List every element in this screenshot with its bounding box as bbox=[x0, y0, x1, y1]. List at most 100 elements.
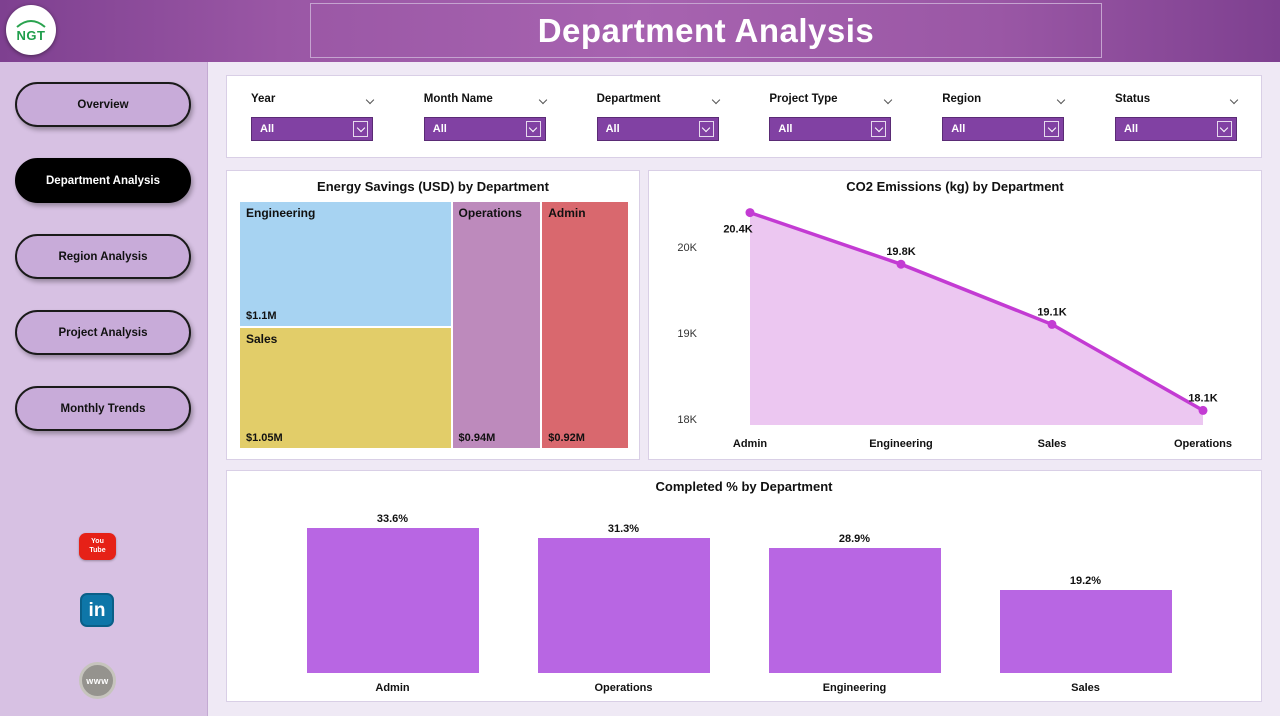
filter-year: Year All bbox=[251, 90, 375, 157]
filter-dropdown[interactable]: All bbox=[942, 117, 1065, 141]
bar-group-admin: 33.6% bbox=[277, 509, 508, 673]
youtube-label: You Tube bbox=[89, 538, 106, 554]
treemap-title: Energy Savings (USD) by Department bbox=[317, 179, 549, 194]
co2-emissions-panel: CO2 Emissions (kg) by Department 20K 19K 1… bbox=[648, 170, 1262, 460]
sidebar-item-project-analysis[interactable]: Project Analysis bbox=[15, 310, 191, 355]
chevron-down-icon[interactable] bbox=[1229, 90, 1239, 108]
filter-selected-value: All bbox=[778, 123, 793, 135]
chevron-down-icon bbox=[1216, 121, 1232, 137]
bar-group-engineering: 28.9% bbox=[739, 509, 970, 673]
page-title: Department Analysis bbox=[537, 11, 875, 49]
chevron-down-icon[interactable] bbox=[365, 90, 375, 108]
y-axis-tick-label: 18K bbox=[677, 414, 697, 426]
header: NGT Department Analysis bbox=[0, 0, 1280, 62]
filter-selected-value: All bbox=[605, 123, 620, 135]
co2-chart-title: CO2 Emissions (kg) by Department bbox=[846, 179, 1064, 194]
treemap-tile-sales[interactable]: Sales $1.05M bbox=[239, 327, 452, 449]
x-axis-label: Operations bbox=[1174, 438, 1232, 450]
bar-value-label: 33.6% bbox=[376, 513, 409, 525]
report-canvas: Year All Month Name All Department All Project… bbox=[208, 62, 1280, 716]
filter-status: Status All bbox=[1114, 90, 1239, 157]
chevron-down-icon[interactable] bbox=[884, 90, 893, 108]
bar-admin[interactable] bbox=[306, 528, 479, 673]
filter-label: Department bbox=[596, 93, 661, 105]
bar-engineering[interactable] bbox=[768, 548, 941, 673]
bar-value-label: 19.2% bbox=[1069, 575, 1102, 587]
app-logo[interactable]: NGT bbox=[6, 5, 56, 55]
filter-bar: Year All Month Name All Department All Project… bbox=[226, 75, 1262, 158]
bar-group-operations: 31.3% bbox=[508, 509, 739, 673]
bar-value-label: 28.9% bbox=[838, 533, 871, 545]
filter-dropdown[interactable]: All bbox=[596, 117, 719, 141]
youtube-icon[interactable]: You Tube bbox=[79, 533, 116, 560]
energy-savings-treemap-panel: Energy Savings (USD) by Department Engin… bbox=[226, 170, 640, 460]
filter-month-name: Month Name All bbox=[423, 90, 548, 157]
globe-icon[interactable]: www bbox=[79, 662, 116, 699]
sidebar-item-department-analysis[interactable]: Department Analysis bbox=[15, 158, 191, 203]
bar-operations[interactable] bbox=[537, 538, 710, 673]
bar-value-label: 31.3% bbox=[607, 523, 640, 535]
data-point-operations[interactable] bbox=[1198, 405, 1208, 415]
data-point-admin[interactable] bbox=[745, 208, 755, 218]
filter-department: Department All bbox=[596, 90, 720, 157]
chevron-down-icon bbox=[353, 121, 368, 137]
treemap-tile-admin[interactable]: Admin $0.92M bbox=[541, 201, 629, 449]
co2-area-chart: 20K 19K 18K 20.4K Admin 19.8K Engineering 19.1K… bbox=[677, 208, 1232, 450]
bar-xaxis: Admin Operations Engineering Sales bbox=[277, 682, 1201, 694]
bar-category-label: Operations bbox=[594, 682, 653, 694]
logo-swirl-icon bbox=[16, 19, 46, 28]
chevron-down-icon bbox=[1044, 121, 1060, 137]
chevron-down-icon[interactable] bbox=[711, 90, 720, 108]
treemap-tile-operations[interactable]: Operations $0.94M bbox=[451, 201, 542, 449]
sidebar-item-region-analysis[interactable]: Region Analysis bbox=[15, 234, 191, 279]
filter-selected-value: All bbox=[951, 123, 966, 135]
completed-pct-panel: Completed % by Department 33.6% 31.3% 28.9… bbox=[226, 470, 1262, 702]
data-label: 20.4K bbox=[723, 224, 752, 236]
linkedin-icon[interactable]: in bbox=[80, 593, 114, 627]
bar-category-label: Admin bbox=[375, 682, 410, 694]
sidebar-item-overview[interactable]: Overview bbox=[15, 82, 191, 127]
filter-selected-value: All bbox=[432, 123, 447, 135]
treemap-plot: Engineering $1.1M Sales $1.05M Operations $0.… bbox=[239, 201, 629, 449]
data-point-sales[interactable] bbox=[1047, 319, 1057, 329]
filter-region: Region All bbox=[942, 90, 1066, 157]
chevron-down-icon bbox=[525, 121, 541, 137]
filter-project-type: Project Type All bbox=[769, 90, 893, 157]
filter-dropdown[interactable]: All bbox=[251, 117, 373, 141]
x-axis-label: Sales bbox=[1038, 438, 1067, 450]
area-fill bbox=[750, 212, 1203, 425]
sidebar-item-monthly-trends[interactable]: Monthly Trends bbox=[15, 386, 191, 431]
bar-chart-title: Completed % by Department bbox=[655, 479, 833, 494]
chevron-down-icon[interactable] bbox=[538, 90, 548, 108]
filter-dropdown[interactable]: All bbox=[769, 117, 892, 141]
chevron-down-icon[interactable] bbox=[1056, 90, 1066, 108]
bar-category-label: Sales bbox=[1071, 682, 1100, 694]
tile-value: $0.92M bbox=[548, 432, 585, 444]
tile-label: Admin bbox=[548, 206, 586, 220]
tile-value: $0.94M bbox=[458, 432, 496, 444]
data-label: 18.1K bbox=[1188, 392, 1217, 404]
bar-sales[interactable] bbox=[999, 590, 1172, 673]
bar-plot: 33.6% 31.3% 28.9% 19.2% bbox=[277, 509, 1201, 673]
bar-category-label: Engineering bbox=[822, 682, 887, 694]
filter-selected-value: All bbox=[260, 123, 275, 135]
data-point-engineering[interactable] bbox=[896, 259, 906, 269]
filter-dropdown[interactable]: All bbox=[1114, 117, 1237, 141]
tile-label: Sales bbox=[246, 332, 278, 347]
tile-value: $1.05M bbox=[246, 431, 283, 444]
filter-label: Month Name bbox=[423, 93, 493, 105]
linkedin-label: in bbox=[88, 599, 106, 621]
filter-label: Status bbox=[1114, 93, 1151, 105]
logo-text: NGT bbox=[16, 27, 46, 43]
filter-label: Project Type bbox=[769, 93, 838, 105]
co2-line bbox=[749, 210, 1204, 412]
y-axis-tick-label: 20K bbox=[677, 242, 697, 254]
chevron-down-icon bbox=[698, 121, 714, 137]
tile-label: Operations bbox=[458, 206, 522, 220]
filter-dropdown[interactable]: All bbox=[423, 117, 546, 141]
filter-label: Year bbox=[251, 93, 276, 105]
globe-label: www bbox=[86, 675, 109, 686]
data-label: 19.8K bbox=[886, 246, 915, 258]
y-axis-tick-label: 19K bbox=[677, 328, 697, 340]
treemap-tile-engineering[interactable]: Engineering $1.1M bbox=[239, 201, 452, 328]
